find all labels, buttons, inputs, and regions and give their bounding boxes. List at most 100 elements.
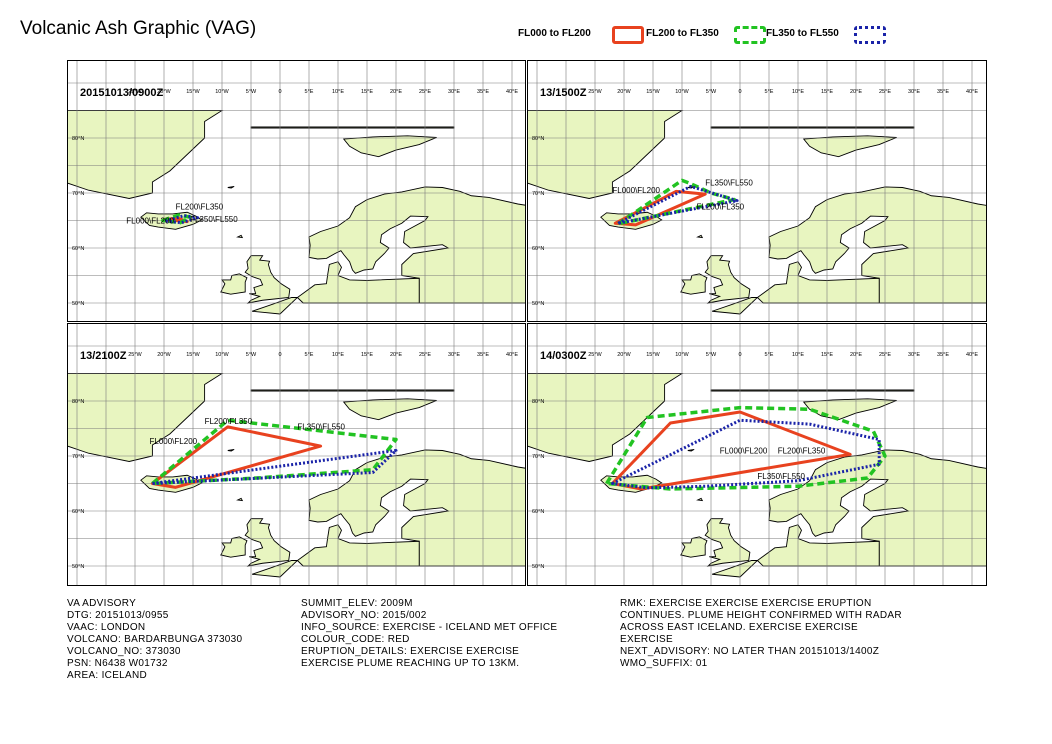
land-faroe xyxy=(236,234,244,239)
land-ireland xyxy=(220,273,248,295)
lon-tick-label: 5°E xyxy=(305,89,314,95)
lon-tick-label: 35°E xyxy=(477,352,489,358)
advisory-line: COLOUR_CODE: RED xyxy=(301,634,410,645)
advisory-line: VOLCANO: BARDARBUNGA 373030 xyxy=(67,634,243,645)
flight-level-label: FL350\FL550 xyxy=(757,472,805,481)
advisory-line: VAAC: LONDON xyxy=(67,622,146,633)
legend-swatch-dashed xyxy=(734,26,766,44)
land-greenland xyxy=(528,373,684,462)
lat-tick-label: 60°N xyxy=(72,246,84,252)
land-jutland xyxy=(296,261,420,304)
flight-level-label: FL350\FL550 xyxy=(190,215,238,224)
map-canvas: 25°W 20°W 15°W 10°W 5°W 0 5°E 10°E 15°E 20°E 25°E 3… xyxy=(68,324,525,585)
lon-tick-label: 0 xyxy=(738,89,741,95)
ash-polygon-level-0 xyxy=(150,425,323,489)
advisory-line: INFO_SOURCE: EXERCISE - ICELAND MET OFFI… xyxy=(301,622,558,633)
lon-tick-label: 40°E xyxy=(966,89,978,95)
map-canvas: 25°W 20°W 15°W 10°W 5°W 0 5°E 10°E 15°E 20°E 25°E 3… xyxy=(528,61,986,321)
flight-level-label: FL000\FL200 xyxy=(150,437,198,446)
ash-polygon-level-2 xyxy=(150,449,398,485)
land-jutland xyxy=(296,524,420,567)
lon-tick-label: 0 xyxy=(278,352,281,358)
lat-tick-label: 80°N xyxy=(72,136,84,142)
lat-tick-label: 60°N xyxy=(72,509,84,515)
lon-tick-label: 40°E xyxy=(506,89,518,95)
advisory-column-1: VA ADVISORY DTG: 20151013/0955 VAAC: LON… xyxy=(67,598,242,682)
lon-tick-label: 35°E xyxy=(477,89,489,95)
lon-tick-label: 25°W xyxy=(128,89,142,95)
lon-tick-label: 40°E xyxy=(506,352,518,358)
lon-tick-label: 5°W xyxy=(246,352,257,358)
flight-level-label: FL000\FL200 xyxy=(612,186,660,195)
flight-level-label: FL200\FL350 xyxy=(697,203,745,212)
map-panel-1: 25°W 20°W 15°W 10°W 5°W 0 5°E 10°E 15°E 20°E 25°E 3… xyxy=(67,60,526,322)
advisory-line: RMK: EXERCISE EXERCISE EXERCISE ERUPTION xyxy=(620,598,872,609)
advisory-line: PSN: N6438 W01732 xyxy=(67,658,168,669)
advisory-column-2: SUMMIT_ELEV: 2009M ADVISORY_NO: 2015/002… xyxy=(301,598,557,670)
lon-tick-label: 15°W xyxy=(186,352,200,358)
lon-tick-label: 30°E xyxy=(908,89,920,95)
lat-tick-label: 70°N xyxy=(72,454,84,460)
legend-swatch-solid xyxy=(612,26,644,44)
land-jan xyxy=(687,448,695,452)
advisory-line: VA ADVISORY xyxy=(67,598,137,609)
lat-tick-label: 70°N xyxy=(72,191,84,197)
advisory-line: CONTINUES. PLUME HEIGHT CONFIRMED WITH R… xyxy=(620,610,902,621)
land-jutland xyxy=(756,261,880,304)
lon-tick-label: 10°W xyxy=(215,352,229,358)
lon-tick-label: 15°E xyxy=(821,352,833,358)
flight-level-label: FL350\FL550 xyxy=(297,423,345,432)
land-france xyxy=(712,297,759,315)
lon-tick-label: 5°E xyxy=(765,352,774,358)
land-france xyxy=(252,560,299,578)
land-jan xyxy=(227,448,235,452)
lon-tick-label: 5°W xyxy=(246,89,257,95)
ash-polygon-level-0 xyxy=(613,189,707,227)
land-greenland xyxy=(68,373,224,462)
panel-dtg: 13/1500Z xyxy=(540,87,587,99)
lat-tick-label: 50°N xyxy=(532,564,544,570)
lat-tick-label: 50°N xyxy=(532,301,544,307)
lat-tick-label: 80°N xyxy=(532,399,544,405)
flight-level-label: FL350\FL550 xyxy=(705,178,753,187)
lon-tick-label: 0 xyxy=(738,352,741,358)
lon-tick-label: 20°E xyxy=(390,352,402,358)
lon-tick-label: 20°E xyxy=(850,352,862,358)
land-ireland xyxy=(680,536,708,558)
land-nordkapp xyxy=(710,126,915,129)
lon-tick-label: 10°W xyxy=(675,89,689,95)
advisory-line: VOLCANO_NO: 373030 xyxy=(67,646,181,657)
lon-tick-label: 15°E xyxy=(361,89,373,95)
land-greenland xyxy=(528,110,684,199)
land-scandinavia xyxy=(768,449,986,567)
land-britain xyxy=(244,518,291,567)
flight-level-label: FL000\FL200 xyxy=(720,446,768,455)
advisory-line: ACROSS EAST ICELAND. EXERCISE EXERCISE xyxy=(620,622,858,633)
lon-tick-label: 10°W xyxy=(675,352,689,358)
lon-tick-label: 25°W xyxy=(588,352,602,358)
lon-tick-label: 20°W xyxy=(617,89,631,95)
land-britain xyxy=(704,518,751,567)
land-france xyxy=(252,297,299,315)
ash-polygon-level-2 xyxy=(163,214,200,225)
lon-tick-label: 0 xyxy=(278,89,281,95)
lon-tick-label: 40°E xyxy=(966,352,978,358)
panel-dtg: 20151013/0900Z xyxy=(80,87,164,99)
lon-tick-label: 25°W xyxy=(128,352,142,358)
legend-label: FL350 to FL550 xyxy=(766,28,839,39)
map-panel-4: 25°W 20°W 15°W 10°W 5°W 0 5°E 10°E 15°E 20°E 25°E 3… xyxy=(527,323,987,586)
land-jan xyxy=(227,185,235,189)
lon-tick-label: 25°E xyxy=(419,352,431,358)
flight-level-label: FL200\FL350 xyxy=(778,446,826,455)
lat-tick-label: 50°N xyxy=(72,564,84,570)
map-canvas: 25°W 20°W 15°W 10°W 5°W 0 5°E 10°E 15°E 20°E 25°E 3… xyxy=(68,61,525,321)
advisory-line: SUMMIT_ELEV: 2009M xyxy=(301,598,413,609)
lon-tick-label: 20°W xyxy=(157,89,171,95)
advisory-line: AREA: ICELAND xyxy=(67,670,148,681)
lon-tick-label: 20°E xyxy=(390,89,402,95)
lat-tick-label: 60°N xyxy=(532,246,544,252)
lon-tick-label: 25°E xyxy=(419,89,431,95)
ash-polygon-level-1 xyxy=(604,405,887,491)
lon-tick-label: 15°W xyxy=(646,352,660,358)
lon-tick-label: 25°E xyxy=(879,89,891,95)
